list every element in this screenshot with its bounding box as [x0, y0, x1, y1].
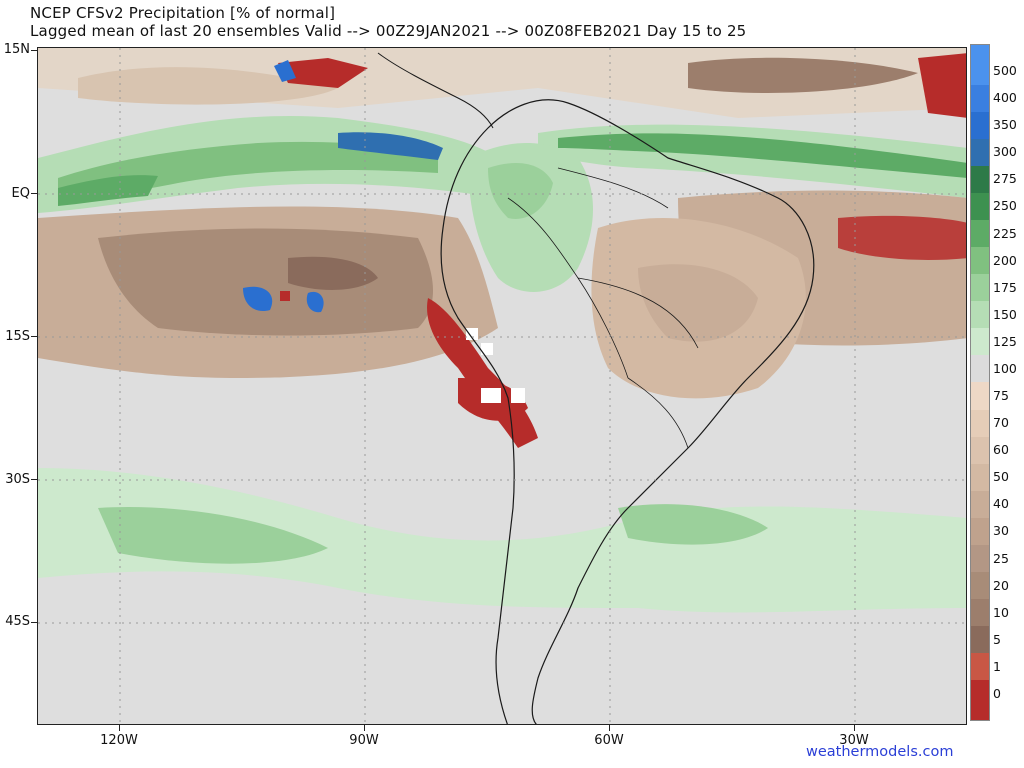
colorbar-segment	[971, 571, 989, 600]
tick	[609, 725, 610, 731]
lon-label-30w: 30W	[839, 733, 869, 748]
colorbar-segment	[971, 300, 989, 329]
colorbar-segment	[971, 598, 989, 627]
lon-label-120w: 120W	[100, 733, 138, 748]
lat-label-45s: 45S	[5, 614, 30, 629]
colorbar-segment	[971, 679, 989, 708]
colorbar-segment	[971, 516, 989, 545]
tick	[31, 50, 37, 51]
colorbar-segment	[971, 45, 989, 60]
colorbar-label: 5	[993, 631, 1001, 647]
colorbar-segment	[971, 381, 989, 410]
colorbar-label: 50	[993, 469, 1009, 485]
colorbar-label: 500	[993, 63, 1017, 79]
colorbar-label: 125	[993, 333, 1017, 349]
colorbar-label: 75	[993, 388, 1009, 404]
colorbar-label: 10	[993, 604, 1009, 620]
colorbar-label: 100	[993, 360, 1017, 376]
colorbar-label: 300	[993, 144, 1017, 160]
colorbar-label: 70	[993, 415, 1009, 431]
colorbar-segment	[971, 137, 989, 166]
tick	[854, 725, 855, 731]
colorbar-label: 225	[993, 225, 1017, 241]
lat-label-15s: 15S	[5, 329, 30, 344]
lon-label-90w: 90W	[349, 733, 379, 748]
colorbar-segment	[971, 462, 989, 491]
colorbar-label: 0	[993, 685, 1001, 701]
colorbar-segment	[971, 327, 989, 356]
colorbar-label: 150	[993, 306, 1017, 322]
colorbar-label: 400	[993, 90, 1017, 106]
colorbar-label: 25	[993, 550, 1009, 566]
tick	[364, 725, 365, 731]
credit-text: weathermodels.com	[806, 744, 954, 760]
map-title: NCEP CFSv2 Precipitation [% of normal]	[30, 4, 336, 22]
colorbar-segment	[971, 246, 989, 275]
tick	[31, 336, 37, 337]
colorbar-segment	[971, 110, 989, 139]
colorbar-segment	[971, 489, 989, 518]
tick	[31, 622, 37, 623]
colorbar-segment	[971, 625, 989, 654]
colorbar-label: 30	[993, 523, 1009, 539]
colorbar-label: 40	[993, 496, 1009, 512]
colorbar-segment	[971, 191, 989, 221]
precipitation-map	[37, 47, 967, 725]
colorbar-label: 250	[993, 198, 1017, 214]
colorbar-segment	[971, 219, 989, 248]
colorbar-label: 20	[993, 577, 1009, 593]
lat-label-eq: EQ	[11, 186, 30, 201]
lat-label-15n: 15N	[3, 42, 30, 57]
colorbar-label: 175	[993, 279, 1017, 295]
lon-label-60w: 60W	[594, 733, 624, 748]
colorbar-segment	[971, 652, 989, 681]
tick	[119, 725, 120, 731]
colorbar-label: 60	[993, 442, 1009, 458]
colorbar-segment	[971, 83, 989, 112]
colorbar-label: 275	[993, 171, 1017, 187]
colorbar-label: 200	[993, 252, 1017, 268]
colorbar-segment	[971, 543, 989, 573]
colorbar-segment	[971, 56, 989, 85]
colorbar	[970, 44, 990, 721]
tick	[31, 479, 37, 480]
tick	[31, 193, 37, 194]
colorbar-segment	[971, 435, 989, 464]
colorbar-segment	[971, 273, 989, 302]
colorbar-label: 1	[993, 658, 1001, 674]
colorbar-label: 350	[993, 117, 1017, 133]
colorbar-segment	[971, 408, 989, 437]
lat-label-30s: 30S	[5, 472, 30, 487]
colorbar-segment	[971, 164, 989, 193]
colorbar-segment	[971, 706, 989, 720]
colorbar-segment	[971, 354, 989, 383]
map-subtitle: Lagged mean of last 20 ensembles Valid -…	[30, 22, 747, 40]
